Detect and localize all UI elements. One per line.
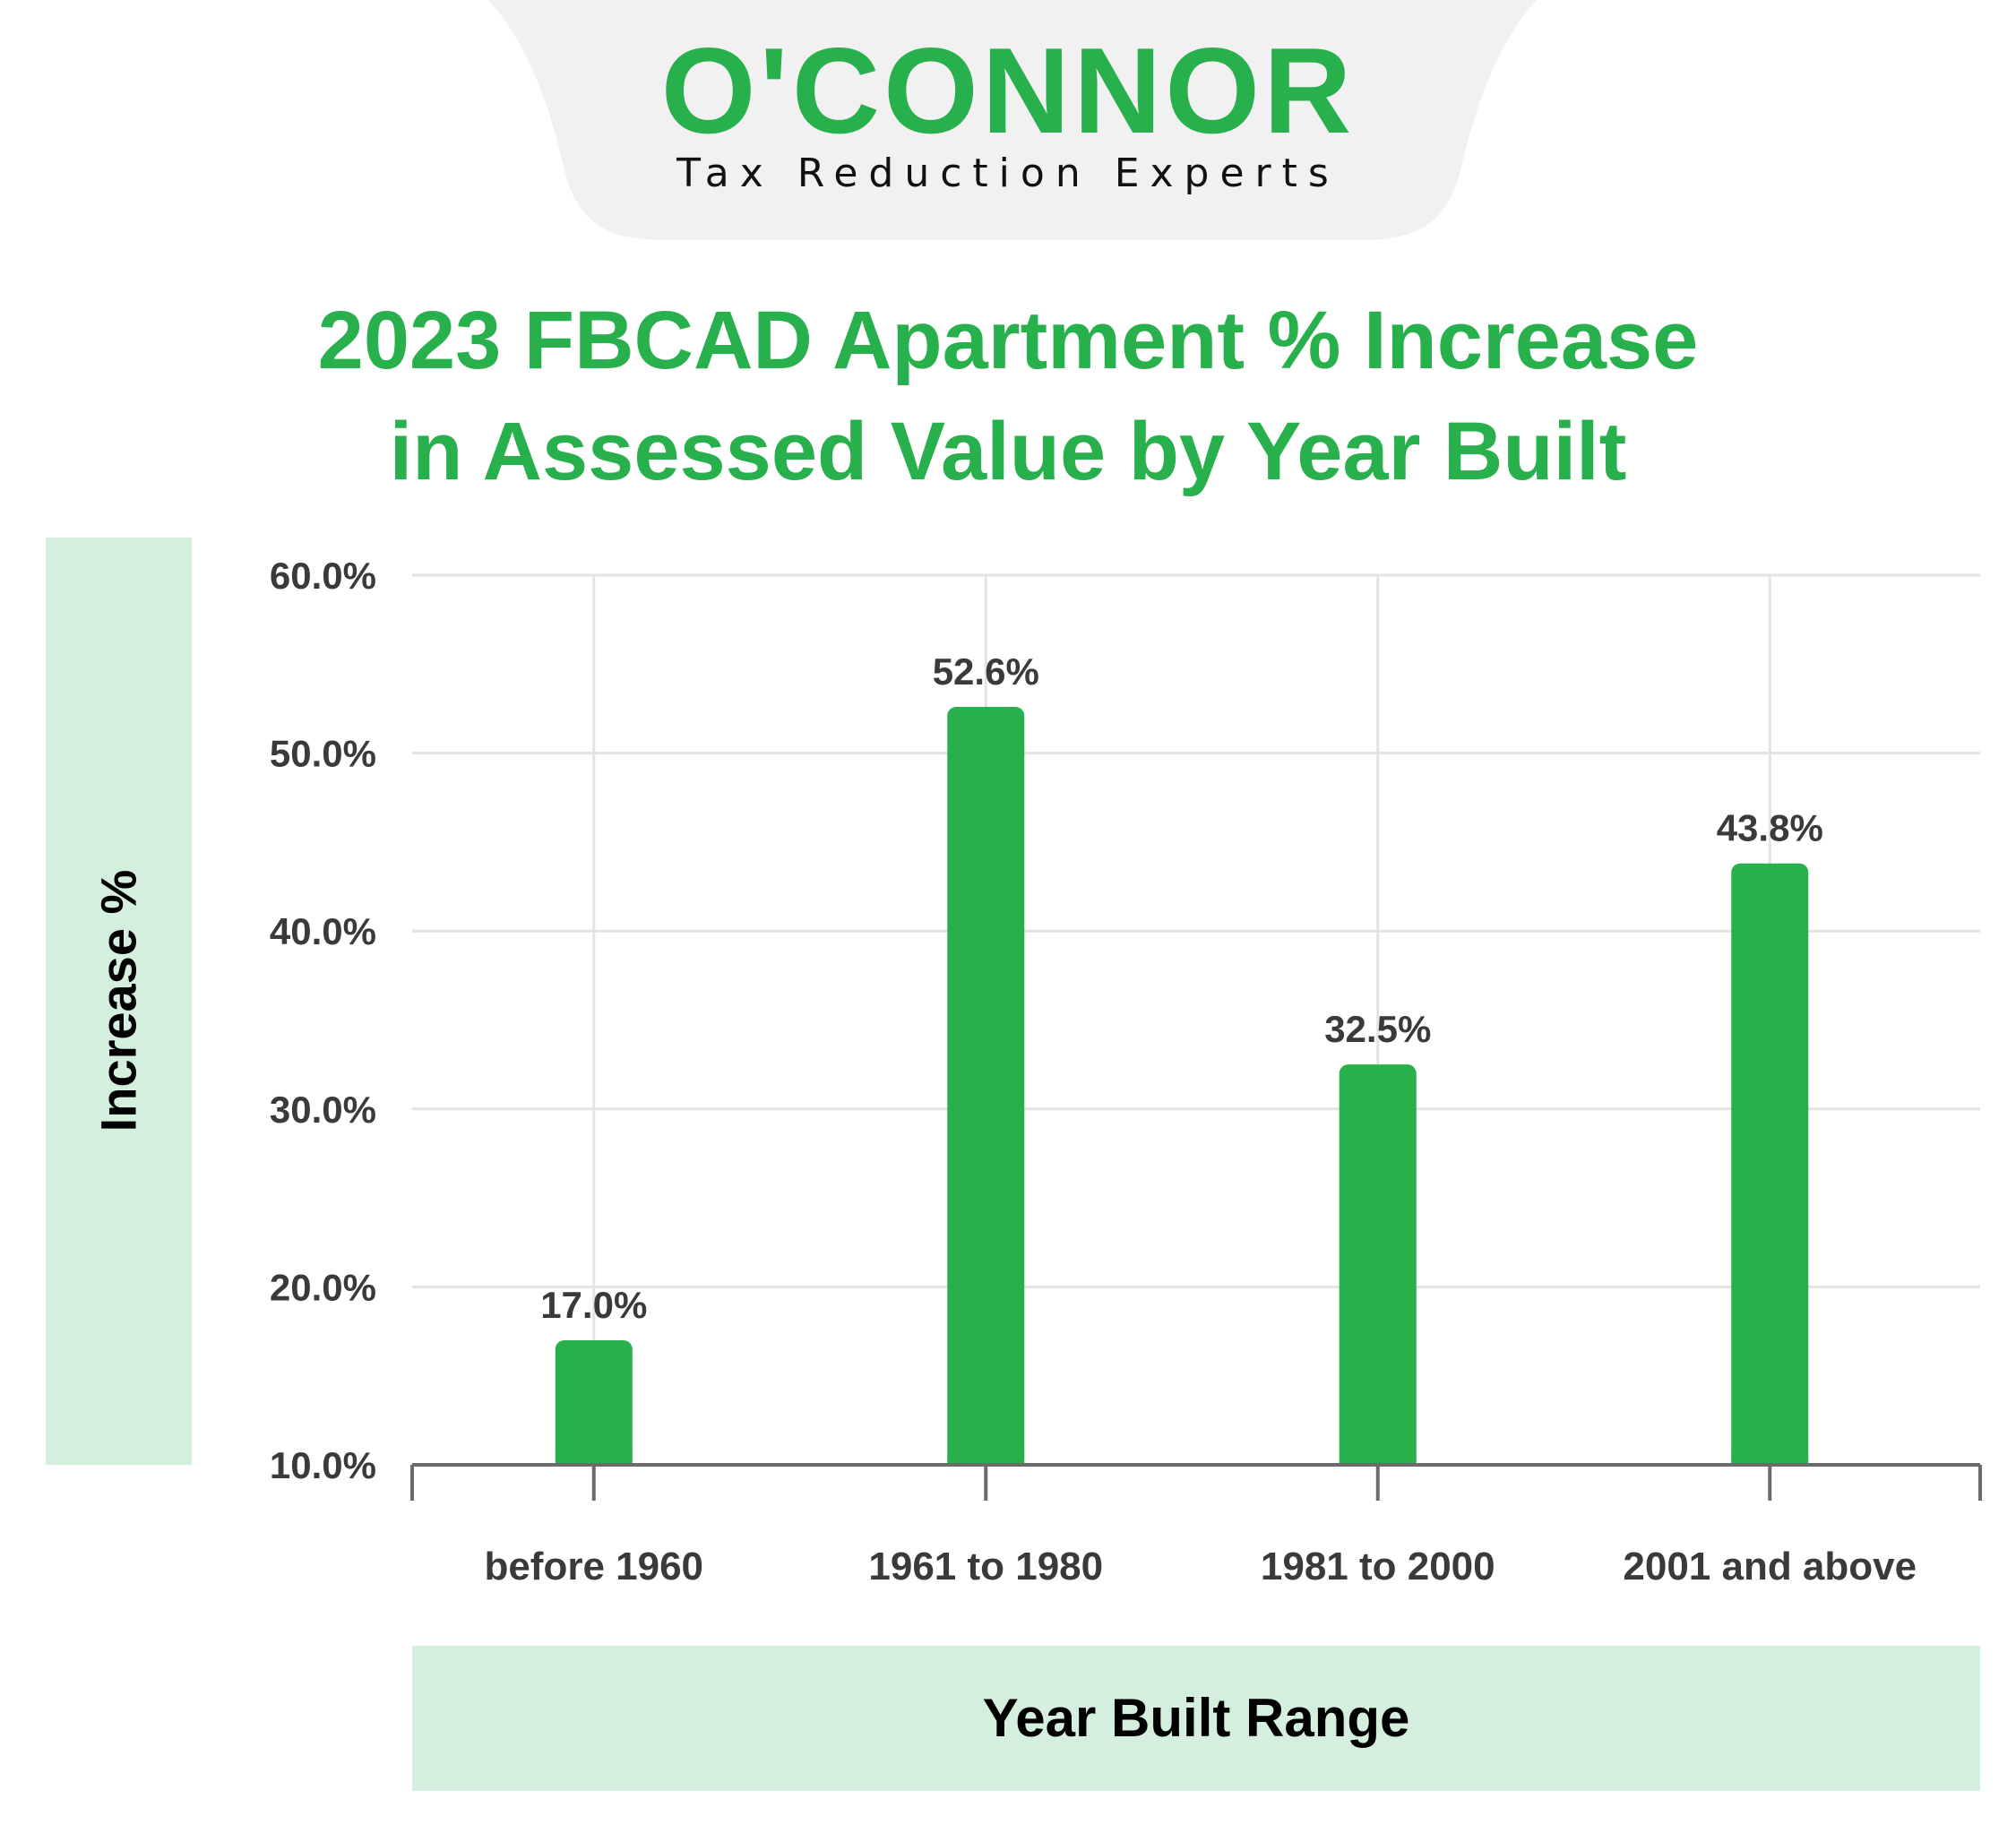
x-tick-label: before 1960 bbox=[484, 1545, 703, 1588]
bar-base bbox=[947, 1454, 1025, 1465]
chart-title: 2023 FBCAD Apartment % Increase in Asses… bbox=[0, 285, 2016, 507]
y-tick-label: 50.0% bbox=[270, 733, 376, 775]
y-tick-label: 60.0% bbox=[270, 555, 376, 597]
bar-value-label: 17.0% bbox=[540, 1284, 647, 1326]
chart-title-line-2: in Assessed Value by Year Built bbox=[389, 406, 1627, 497]
bar-base bbox=[1339, 1454, 1417, 1465]
x-tick-label: 1981 to 2000 bbox=[1261, 1545, 1495, 1588]
y-tick-label: 20.0% bbox=[270, 1266, 376, 1308]
bar-value-label: 52.6% bbox=[933, 650, 1039, 693]
bar-value-label: 43.8% bbox=[1717, 807, 1823, 849]
bar-value-label: 32.5% bbox=[1324, 1008, 1431, 1050]
bar bbox=[1731, 863, 1809, 1465]
x-tick-label: 1961 to 1980 bbox=[868, 1545, 1103, 1588]
bar bbox=[1339, 1064, 1417, 1465]
chart-title-line-1: 2023 FBCAD Apartment % Increase bbox=[317, 295, 1699, 386]
x-axis-label-panel bbox=[412, 1646, 1980, 1791]
logo-header: O'CONNOR Tax Reduction Experts bbox=[0, 0, 2016, 260]
brand-logo: O'CONNOR bbox=[661, 22, 1356, 159]
y-axis-label-panel bbox=[46, 538, 192, 1465]
logo-tab-shape: O'CONNOR bbox=[488, 0, 1537, 240]
x-axis-label: Year Built Range bbox=[982, 1688, 1410, 1748]
brand-tagline: Tax Reduction Experts bbox=[676, 151, 1340, 196]
y-tick-label: 40.0% bbox=[270, 910, 376, 952]
bar bbox=[555, 1339, 633, 1465]
x-tick-label: 2001 and above bbox=[1623, 1545, 1917, 1588]
bar-base bbox=[555, 1454, 633, 1465]
y-tick-label: 10.0% bbox=[270, 1444, 376, 1486]
bar bbox=[947, 706, 1025, 1465]
bar-base bbox=[1731, 1454, 1809, 1465]
y-tick-label: 30.0% bbox=[270, 1089, 376, 1131]
